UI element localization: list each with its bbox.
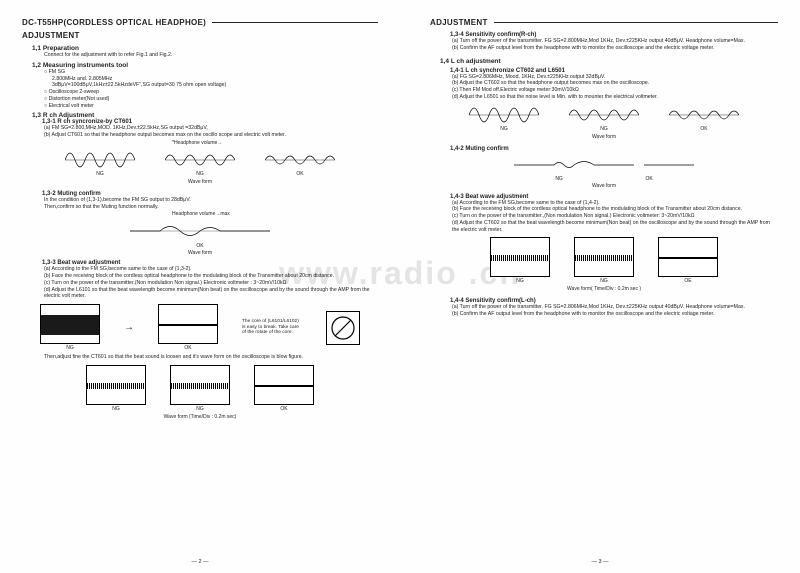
lbl: OK bbox=[669, 126, 739, 132]
sine-wave-icon bbox=[669, 105, 739, 125]
scope-icon bbox=[658, 237, 718, 277]
txt: (b) Face the receiving block of the cord… bbox=[452, 206, 778, 213]
txt: (d) Adjust the L6101 so that the beat wa… bbox=[44, 287, 378, 301]
title-right: ADJUSTMENT bbox=[430, 18, 488, 27]
sine-wave-icon bbox=[469, 105, 539, 125]
note: The core of (L6101/L6102) is easy to bre… bbox=[242, 319, 302, 336]
caption: Wave form bbox=[514, 183, 694, 189]
scope-row-2: NG NG OK bbox=[22, 365, 378, 412]
txt: (b) Face the receiving block of the cord… bbox=[44, 273, 378, 280]
txt: Then,adjust fine the CT601 so that the b… bbox=[44, 354, 378, 361]
sec-1-4-1: 1,4-1 bbox=[450, 68, 464, 74]
mute-wave-icon bbox=[514, 155, 694, 175]
lbl: NG bbox=[170, 406, 230, 412]
caption: Wave form bbox=[22, 179, 378, 185]
txt: (d) Adjust the CT602 so that the beat wa… bbox=[452, 220, 778, 234]
lbl: NG bbox=[65, 171, 135, 177]
lbl: NG bbox=[165, 171, 235, 177]
txt: (b) Confirm the AF output level from the… bbox=[452, 311, 778, 318]
txt: 3dBμV=100dBμV,1kHz±22.5kHzdeVF",SG outpu… bbox=[52, 82, 378, 89]
lbl: OK bbox=[130, 243, 270, 249]
txt: (d) Adjust the L6501 so that the noise l… bbox=[452, 94, 778, 101]
caption: Wave form bbox=[130, 250, 270, 256]
scope-icon bbox=[490, 237, 550, 277]
txt: ○ Distortion meter(Not used) bbox=[44, 96, 378, 103]
lbl: OK bbox=[158, 345, 218, 351]
wave-row: NG NG OK bbox=[430, 105, 778, 132]
txt: Muting confirm bbox=[465, 146, 508, 152]
lbl: NG bbox=[469, 126, 539, 132]
txt: (a) Turn off the power of the transmitte… bbox=[452, 304, 778, 311]
scope-icon bbox=[40, 304, 100, 344]
txt: ○ Electrical volt meter bbox=[44, 103, 378, 110]
caption: Wave form( Time/Div : 0.2m sec ) bbox=[430, 286, 778, 292]
page-left: DC-T55HP(CORDLESS OPTICAL HEADPHOE) ADJU… bbox=[0, 0, 400, 573]
lbl: OE bbox=[658, 278, 718, 284]
scope-icon bbox=[158, 304, 218, 344]
sec-1-1: 1,1 Preparation bbox=[32, 45, 378, 52]
txt: In the condition of (1,3-1),become the F… bbox=[44, 197, 378, 204]
lbl: NG bbox=[569, 126, 639, 132]
sine-wave-icon bbox=[65, 150, 135, 170]
lbl: NG bbox=[490, 278, 550, 284]
txt: (a) FM SG=2.800,MHz,MOD. 1KHz,Dev.±22.5k… bbox=[44, 125, 378, 132]
txt: *Headphone volume→ bbox=[172, 140, 378, 146]
txt: (a) FG SG=2.806MHz, Mood. 1KHz, Dev.±225… bbox=[452, 74, 778, 81]
txt: (a) According to the FM SG,become same t… bbox=[44, 266, 378, 273]
scope-row: NG NG OE bbox=[430, 237, 778, 284]
txt: Connect for the adjustment with to refer… bbox=[44, 52, 378, 59]
txt: 2.800MHz and. 2.805MHz bbox=[52, 76, 378, 83]
lbl: NG bbox=[574, 278, 634, 284]
mute-wave-icon bbox=[130, 220, 270, 242]
sec-1-4-3: 1,4-3 bbox=[450, 194, 464, 200]
wave-row: NG NG OK bbox=[22, 150, 378, 177]
title-left-1: DC-T55HP(CORDLESS OPTICAL HEADPHOE) bbox=[22, 18, 206, 27]
lbl: NG bbox=[555, 176, 563, 182]
lbl: NG bbox=[40, 345, 100, 351]
scope-icon bbox=[86, 365, 146, 405]
sec-1-3: 1,3 R ch Adjustment bbox=[32, 112, 378, 119]
sec-1-3-2: 1,3-2 bbox=[42, 191, 56, 197]
page-right: ADJUSTMENT 1,3-4 Sensitivity confirm(R-c… bbox=[400, 0, 800, 573]
lbl: NG bbox=[86, 406, 146, 412]
txt: Then,confirm so that the Muting function… bbox=[44, 204, 378, 211]
txt: Beat wave adjustment bbox=[465, 194, 528, 200]
sine-wave-icon bbox=[569, 105, 639, 125]
scope-icon bbox=[574, 237, 634, 277]
txt: Headphone volume→max bbox=[172, 211, 378, 217]
sec-1-4-2: 1,4-2 bbox=[450, 146, 464, 152]
sec-1-2: 1,2 Measuring instruments tool bbox=[32, 62, 378, 69]
txt: (b) Adjust the CT602 so that the headpho… bbox=[452, 80, 778, 87]
txt: (a) According to the FM SG,become same t… bbox=[452, 200, 778, 207]
txt: (a) Turn off the power of the transmitte… bbox=[452, 38, 778, 45]
sine-wave-icon bbox=[265, 150, 335, 170]
page-number: — 3 — bbox=[400, 559, 800, 565]
scope-row: NG → OK The core of (L6101/L6102) is eas… bbox=[22, 304, 378, 351]
page-number: — 2 — bbox=[0, 559, 400, 565]
txt: (b) Confirm the AF output level from the… bbox=[452, 45, 778, 52]
txt: (b) Adjust CT601 so that the headphone o… bbox=[44, 132, 378, 139]
txt: (c) Turn on the power of the transmitter… bbox=[452, 213, 778, 220]
txt: L ch synchronize CT602 and L6501 bbox=[465, 68, 565, 74]
lbl: OK bbox=[254, 406, 314, 412]
scope-icon bbox=[170, 365, 230, 405]
caption: Wave form (Time/Div : 0.2m sec) bbox=[22, 414, 378, 420]
hr bbox=[212, 22, 378, 23]
lbl: OK bbox=[645, 176, 652, 182]
no-icon bbox=[326, 311, 360, 345]
txt: Muting confirm bbox=[57, 191, 100, 197]
scope-icon bbox=[254, 365, 314, 405]
txt: ○ Oscilloscope 2-sweep bbox=[44, 89, 378, 96]
arrow-icon: → bbox=[124, 322, 134, 333]
txt: (c) Then FM Mod off,Electric voltage met… bbox=[452, 87, 778, 94]
txt: ○ FM SG bbox=[44, 69, 378, 76]
txt: (c) Turn on the power of the transmitter… bbox=[44, 280, 378, 287]
title-left-2: ADJUSTMENT bbox=[22, 31, 378, 40]
sine-wave-icon bbox=[165, 150, 235, 170]
caption: Wave form bbox=[430, 134, 778, 140]
hr bbox=[494, 22, 778, 23]
sec-1-4: 1,4 L ch adjustment bbox=[440, 58, 778, 65]
lbl: OK bbox=[265, 171, 335, 177]
